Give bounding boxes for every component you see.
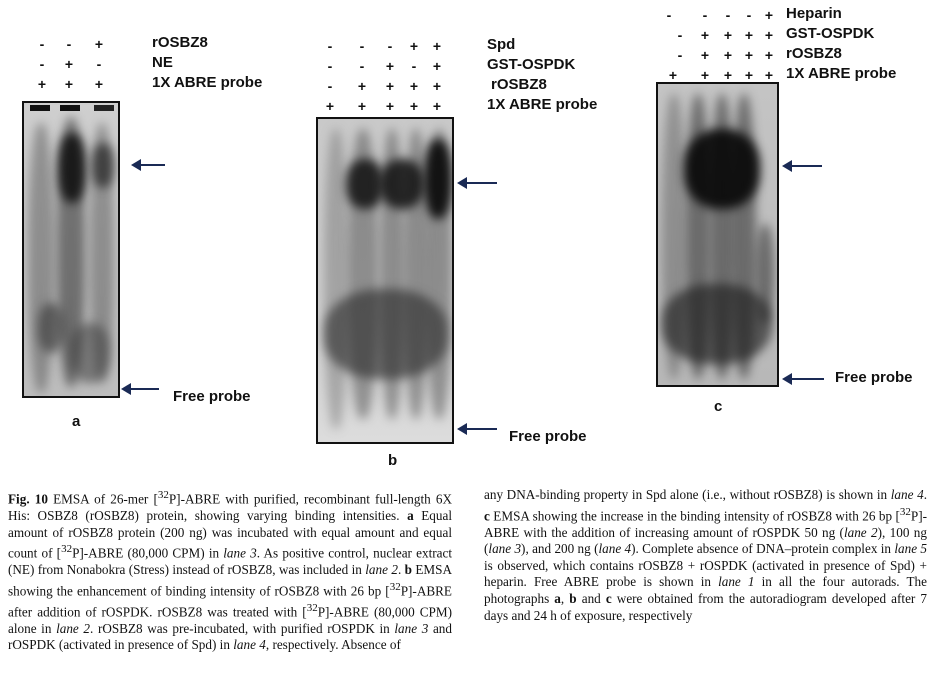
well	[94, 105, 114, 111]
well	[30, 105, 50, 111]
row-label-gst-ospdk: GST-OSPDK	[786, 25, 875, 42]
row-label-abre-probe: 1X ABRE probe	[786, 65, 897, 82]
row-label-ne: NE	[152, 54, 173, 71]
complex-arrow	[131, 159, 165, 171]
sign: -	[725, 7, 731, 23]
figure-caption-left: Fig. 10 EMSA of 26-mer [32P]-ABRE with p…	[8, 489, 453, 653]
sign: +	[723, 67, 733, 83]
sign: +	[64, 76, 74, 92]
free-probe-arrow	[121, 383, 159, 395]
sign: +	[357, 78, 367, 94]
sign: -	[387, 38, 393, 54]
free-probe-label: Free probe	[173, 388, 251, 405]
panel-letter-c: c	[714, 398, 723, 415]
sign: +	[432, 78, 442, 94]
lower-band	[662, 284, 772, 364]
free-probe-arrow	[782, 373, 824, 385]
sign: +	[385, 98, 395, 114]
sign: +	[432, 38, 442, 54]
complex-band	[684, 129, 760, 209]
gel-image-a	[22, 101, 120, 398]
complex-arrow	[457, 177, 497, 189]
row-label-rosbz8: rOSBZ8	[491, 76, 547, 93]
sign: -	[677, 27, 683, 43]
sign: +	[432, 98, 442, 114]
complex-arrow	[782, 160, 822, 172]
row-label-rosbz8: rOSBZ8	[786, 45, 842, 62]
sign: +	[764, 47, 774, 63]
lower-band	[70, 323, 110, 383]
sign: +	[385, 58, 395, 74]
gel-image-b	[316, 117, 454, 444]
sign: +	[385, 78, 395, 94]
well	[60, 105, 80, 111]
sign: +	[744, 27, 754, 43]
sign: +	[94, 36, 104, 52]
sign: +	[357, 98, 367, 114]
panel-letter-b: b	[388, 452, 398, 469]
sign: -	[359, 38, 365, 54]
sign: +	[700, 67, 710, 83]
sign: -	[96, 56, 102, 72]
sign: -	[666, 7, 672, 23]
sign: -	[39, 36, 45, 52]
sign: -	[327, 38, 333, 54]
sign: -	[359, 58, 365, 74]
sign: -	[746, 7, 752, 23]
sign: +	[409, 38, 419, 54]
complex-band	[424, 139, 452, 219]
sign: +	[64, 56, 74, 72]
sign: -	[702, 7, 708, 23]
free-probe-label: Free probe	[835, 369, 913, 386]
lower-band	[38, 303, 64, 353]
free-probe-label: Free probe	[509, 428, 587, 445]
complex-band	[58, 133, 86, 203]
sign: -	[327, 58, 333, 74]
sign: +	[37, 76, 47, 92]
free-probe-arrow	[457, 423, 497, 435]
sign: +	[744, 67, 754, 83]
row-label-spd: Spd	[487, 36, 516, 53]
sign: -	[327, 78, 333, 94]
sign: +	[723, 27, 733, 43]
sign: +	[700, 47, 710, 63]
sign: -	[66, 36, 72, 52]
figure-caption-right: any DNA-binding property in Spd alone (i…	[484, 487, 928, 623]
sign: +	[764, 27, 774, 43]
row-label-heparin: Heparin	[786, 5, 842, 22]
sign: +	[432, 58, 442, 74]
complex-band	[92, 143, 114, 188]
sign: +	[723, 47, 733, 63]
sign: -	[39, 56, 45, 72]
sign: +	[700, 27, 710, 43]
sign: +	[744, 47, 754, 63]
complex-band	[346, 159, 384, 209]
lower-band	[324, 289, 448, 379]
sign: +	[764, 67, 774, 83]
gel-image-c	[656, 82, 779, 387]
sign: +	[764, 7, 774, 23]
sign: +	[325, 98, 335, 114]
complex-band	[380, 159, 424, 209]
sign: +	[94, 76, 104, 92]
sign: +	[409, 78, 419, 94]
panel-letter-a: a	[72, 413, 81, 430]
row-label-rosbz8: rOSBZ8	[152, 34, 208, 51]
sign: +	[668, 67, 678, 83]
row-label-abre-probe: 1X ABRE probe	[152, 74, 263, 91]
sign: -	[411, 58, 417, 74]
row-label-gst-ospdk: GST-OSPDK	[487, 56, 576, 73]
sign: -	[677, 47, 683, 63]
lane-smear	[324, 129, 348, 429]
sign: +	[409, 98, 419, 114]
row-label-abre-probe: 1X ABRE probe	[487, 96, 598, 113]
